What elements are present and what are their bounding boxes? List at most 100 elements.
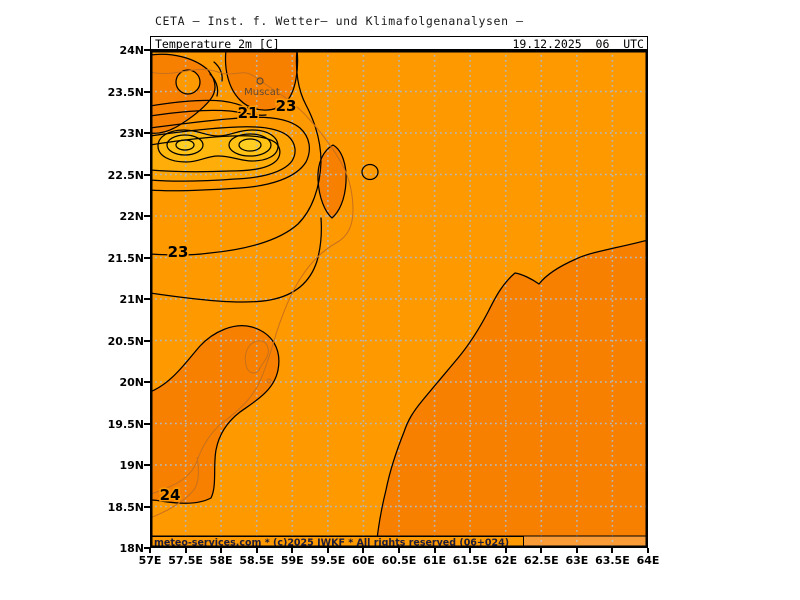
x-tick	[433, 548, 436, 553]
city-marker	[256, 77, 264, 85]
x-tick	[398, 548, 400, 553]
cool-core-east	[239, 139, 261, 151]
y-axis-label: 20.5N	[107, 334, 144, 348]
contour-gap-g2	[213, 61, 223, 82]
x-axis-label: 62.5E	[523, 554, 559, 567]
y-tick	[144, 90, 150, 93]
contour-22-dip	[150, 217, 322, 303]
x-tick	[575, 548, 578, 553]
contour-label-24: 24	[160, 486, 181, 504]
x-axis-label: 60E	[351, 554, 375, 567]
y-tick	[144, 215, 150, 217]
contour-oval-coastal	[317, 144, 347, 219]
blob-inner-ring-fill	[176, 70, 200, 94]
x-tick	[326, 548, 329, 553]
x-axis-label: 57E	[138, 554, 162, 567]
contour-23-wrap	[150, 50, 322, 256]
contour-24-southeast	[375, 239, 648, 548]
y-tick	[144, 381, 150, 383]
y-axis-label: 22.5N	[107, 168, 144, 182]
warm-blob-muscat	[225, 50, 298, 111]
y-axis-label: 23N	[119, 127, 144, 140]
y-tick	[144, 422, 150, 425]
y-axis-label: 20N	[119, 376, 144, 389]
x-tick	[469, 548, 472, 553]
x-tick	[255, 548, 258, 553]
warm-fill-southeast	[376, 240, 648, 548]
x-axis-label: 60.5E	[381, 554, 417, 567]
map-border	[150, 50, 648, 548]
x-axis-label: 58E	[209, 554, 233, 567]
x-tick	[149, 548, 151, 553]
y-tick	[144, 173, 150, 176]
coastline	[150, 68, 354, 519]
x-axis-label: 63.5E	[595, 554, 630, 567]
x-tick	[184, 548, 187, 553]
contour-cool-peanut	[157, 129, 279, 163]
latlon-grid	[150, 50, 648, 548]
city-label: Muscat	[244, 87, 280, 98]
y-axis-label: 21.5N	[107, 251, 144, 265]
x-tick	[291, 548, 294, 553]
x-tick	[504, 548, 507, 553]
contour-cell-west	[166, 134, 204, 156]
y-axis-label: 18N	[119, 542, 144, 555]
y-axis-label: 19N	[119, 459, 144, 472]
contour-label-21: 21	[238, 104, 259, 122]
contour-inner-ring	[175, 69, 201, 95]
page-title: CETA — Inst. f. Wetter— und Klimafolgena…	[155, 14, 524, 28]
x-tick	[611, 548, 614, 553]
y-tick	[144, 49, 150, 51]
contour-cool-loop4	[150, 116, 310, 192]
contour-core-west	[175, 139, 195, 151]
warm-oval-coastal	[317, 145, 347, 218]
datetime-label: 19.12.2025 06 UTC	[512, 37, 644, 51]
y-axis-label: 23.5N	[107, 85, 144, 99]
attribution-text: meteo-services.com * (c)2025 IWKF * All …	[154, 538, 509, 549]
contour-band-b2	[150, 109, 267, 117]
map-labels: Muscat 21 23 23 24	[158, 77, 298, 506]
contour-band-b1	[150, 99, 255, 111]
contour-lines	[150, 50, 648, 548]
attribution-bar: meteo-services.com * (c)2025 IWKF * All …	[150, 535, 648, 549]
warm-fill-west-strip	[150, 325, 279, 504]
y-axis-label: 24N	[119, 44, 144, 57]
y-tick	[144, 547, 150, 549]
contour-gap-g1	[209, 73, 219, 97]
contour-label-23-top: 23	[276, 97, 297, 115]
x-axis-label: 59E	[280, 554, 304, 567]
variable-label: Temperature_2m_[C]	[155, 37, 280, 51]
contour-cell-east	[228, 133, 272, 157]
coastline-southwest	[150, 456, 199, 519]
x-axis-label: 64E	[636, 554, 660, 567]
x-axis-label: 58.5E	[239, 554, 275, 567]
map-header-panel: Temperature_2m_[C] 19.12.2025 06 UTC	[150, 36, 648, 51]
coastline-masirah-island	[244, 340, 269, 374]
x-axis-label: 61.5E	[452, 554, 488, 567]
y-axis-label: 18.5N	[107, 500, 144, 514]
x-tick	[647, 548, 649, 553]
contour-core-east	[238, 138, 262, 152]
x-tick	[362, 548, 365, 553]
coastline-main	[150, 68, 354, 495]
x-tick	[540, 548, 543, 553]
y-axis-label: 19.5N	[107, 417, 144, 431]
contour-blob-muscat	[224, 50, 299, 111]
contour-24-west	[150, 325, 280, 504]
y-tick	[144, 505, 150, 508]
contour-small-cell	[361, 163, 379, 181]
x-axis-label: 57.5E	[168, 554, 203, 567]
contour-cool-loop3	[150, 126, 296, 182]
x-tick	[220, 548, 223, 553]
y-tick	[144, 298, 150, 300]
y-tick	[144, 339, 150, 342]
y-tick	[144, 256, 150, 259]
temperature-map: Muscat 21 23 23 24 meteo-services.com * …	[150, 50, 648, 548]
contour-label-23-left: 23	[168, 243, 189, 261]
coastline-islet	[266, 378, 272, 384]
x-axis-label: 59.5E	[310, 554, 346, 567]
contour-cool-loop2	[150, 135, 281, 173]
y-axis-label: 22N	[119, 210, 144, 223]
y-tick	[144, 464, 150, 466]
